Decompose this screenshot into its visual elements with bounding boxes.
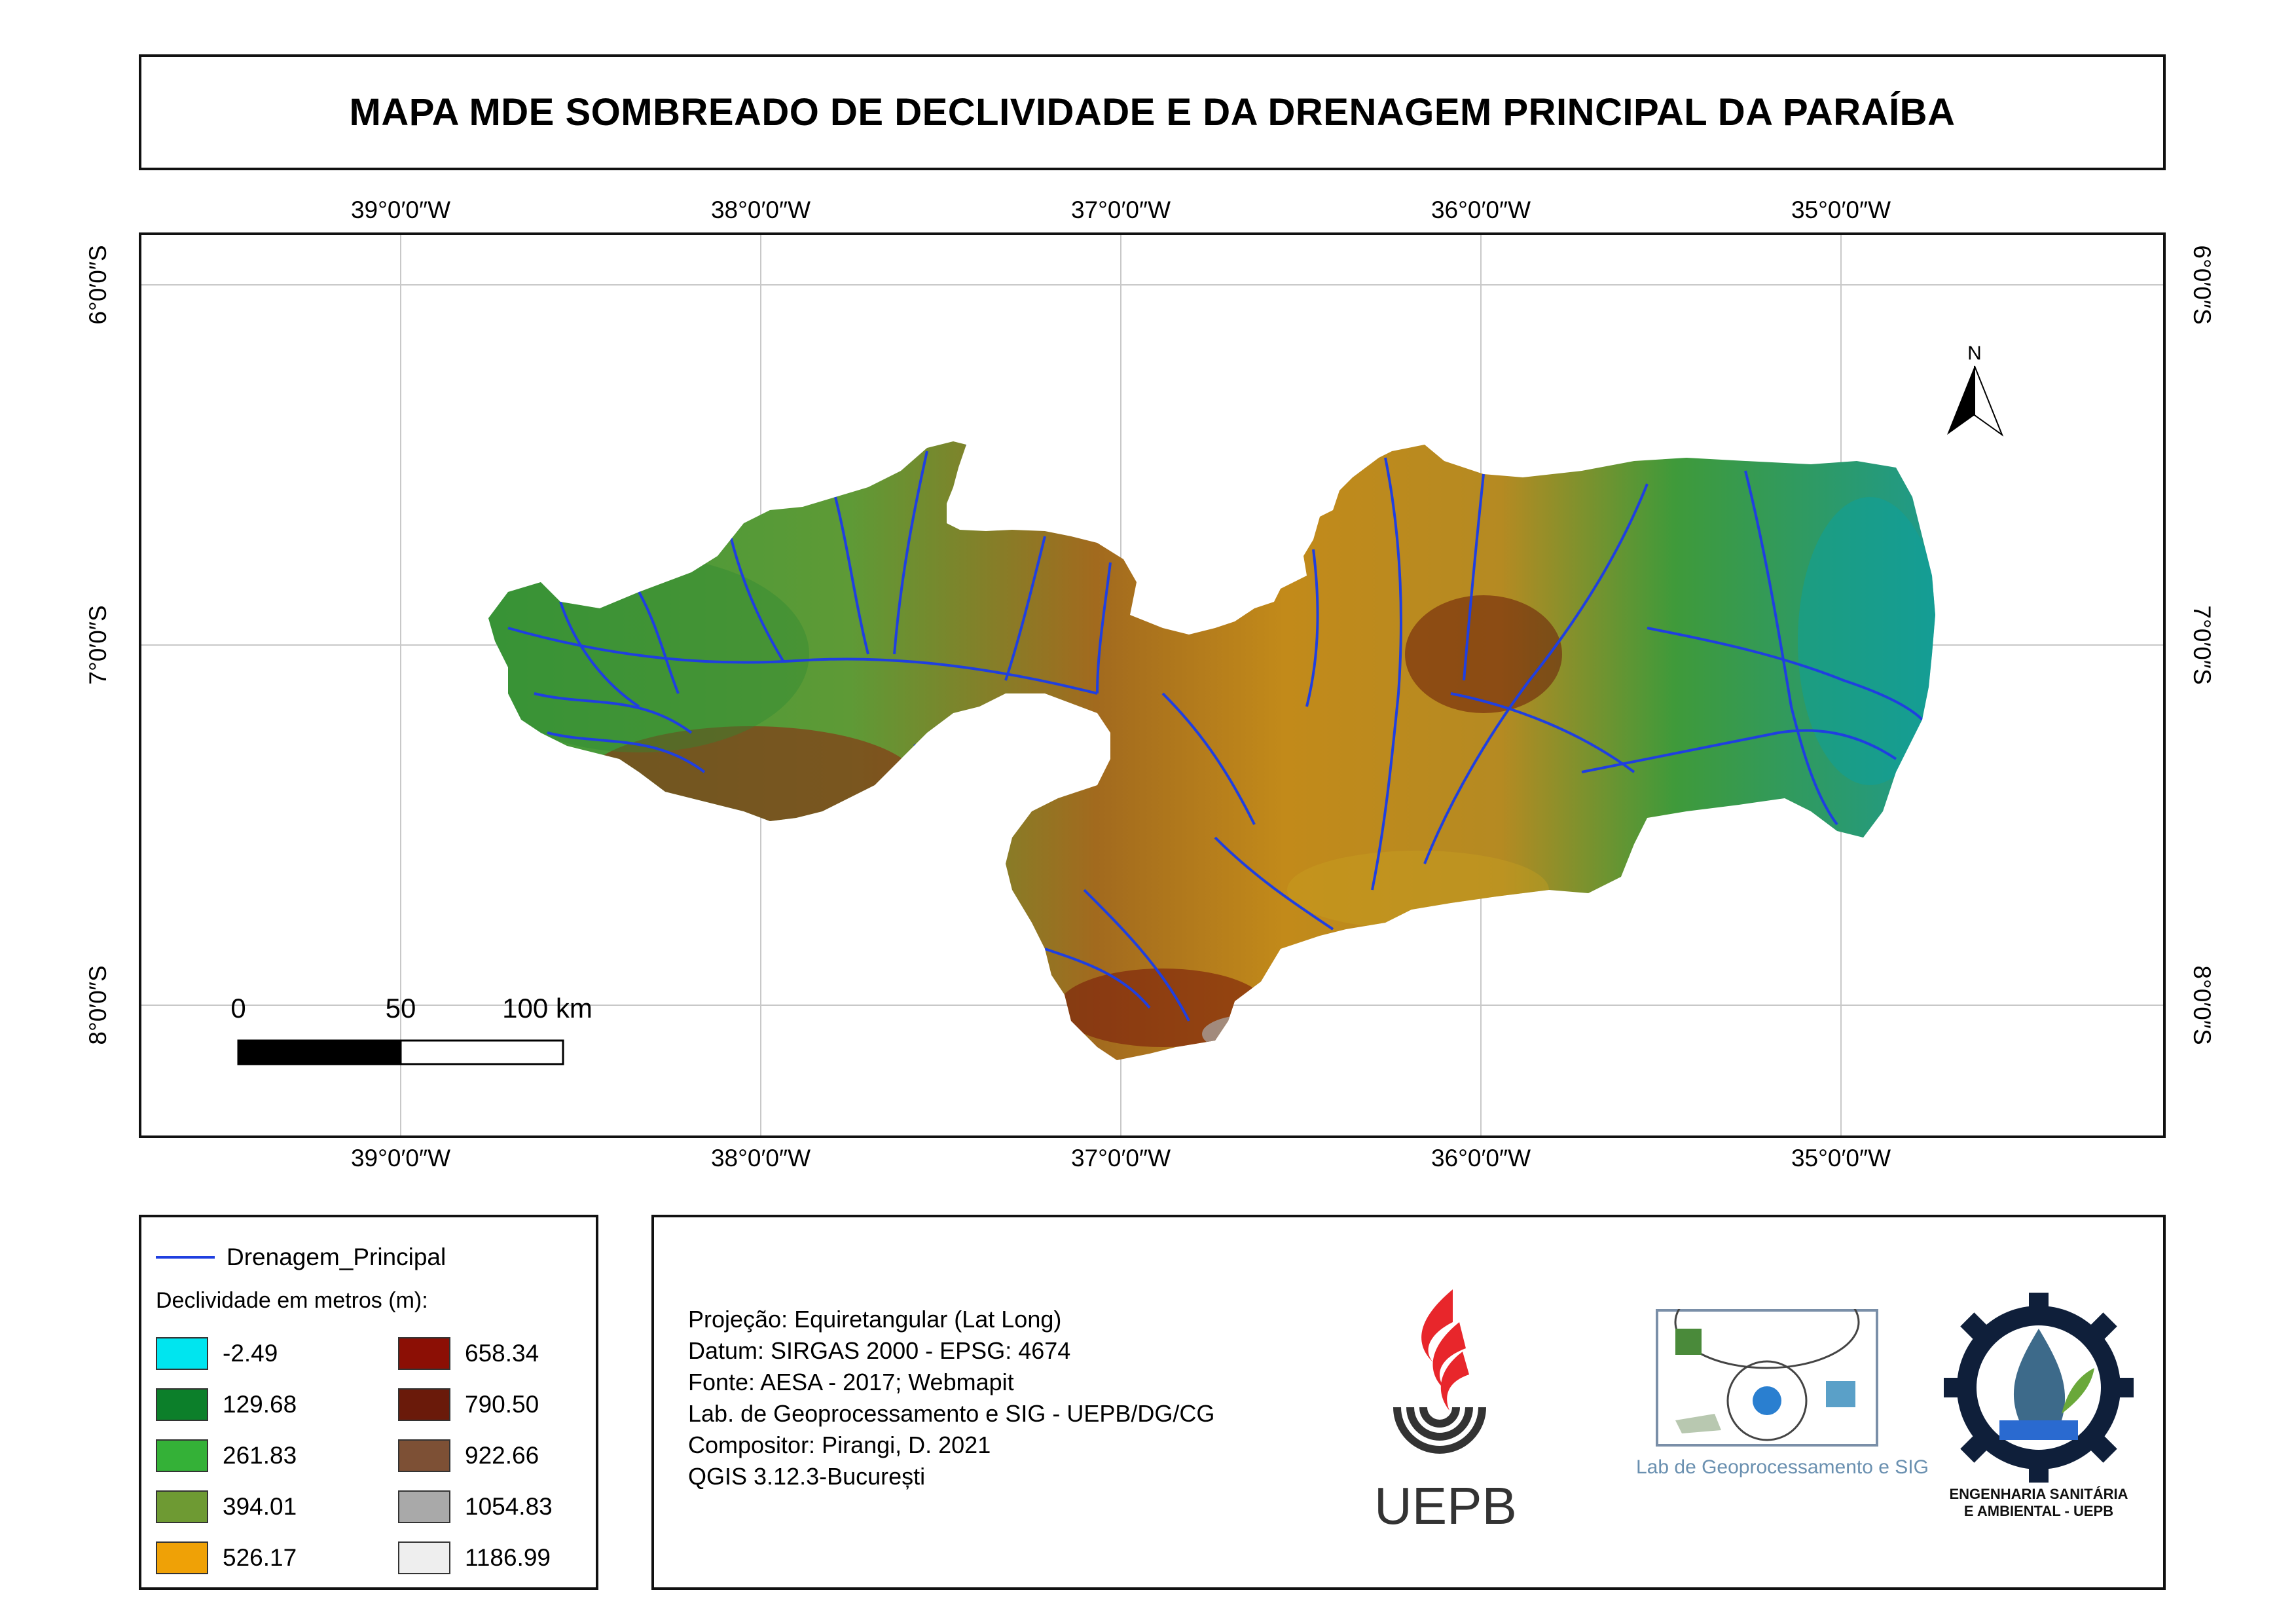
lon-label-top-4: 36°0′0″W [1430, 196, 1531, 223]
map-title: MAPA MDE SOMBREADO DE DECLIVIDADE E DA D… [349, 91, 1956, 134]
lat-label-left-2: 7°0′0″S [84, 605, 111, 685]
uepb-logo: UEPB [1374, 1283, 1517, 1535]
scale-label-0: 0 [230, 993, 246, 1024]
legend-swatch-9 [398, 1490, 450, 1523]
scale-bar: 0 50 100 km [230, 993, 592, 1065]
legend-title: Declividade em metros (m): [156, 1288, 428, 1313]
lon-label-bottom-1: 39°0′0″W [350, 1145, 451, 1172]
legend-swatch-8 [398, 1439, 450, 1472]
lon-label-bottom-3: 37°0′0″W [1070, 1145, 1171, 1172]
legend-swatch-7 [398, 1388, 450, 1421]
lab-logo: Lab de Geoprocessamento e SIG [1636, 1309, 1929, 1505]
source-text: Fonte: AESA - 2017; Webmapit [688, 1369, 1014, 1395]
drainage-network [507, 443, 1923, 1022]
projection-text: Projeção: Equiretangular (Lat Long) [688, 1306, 1062, 1333]
legend-value-3: 261.83 [223, 1442, 297, 1469]
legend-value-9: 1054.83 [465, 1493, 553, 1520]
legend-class-9: 1054.83 [398, 1490, 553, 1523]
legend-value-6: 658.34 [465, 1340, 539, 1367]
lon-label-top-3: 37°0′0″W [1070, 196, 1171, 223]
engineering-logo-text: ENGENHARIA SANITÁRIA E AMBIENTAL - UEPB [1931, 1486, 2147, 1520]
lon-label-top-2: 38°0′0″W [710, 196, 811, 223]
legend-class-1: -2.49 [156, 1337, 278, 1370]
legend-swatch-10 [398, 1541, 450, 1574]
lat-label-right-1: 6°0′0″S [2189, 245, 2215, 325]
title-box: MAPA MDE SOMBREADO DE DECLIVIDADE E DA D… [139, 54, 2166, 170]
legend-class-5: 526.17 [156, 1541, 297, 1574]
lon-label-bottom-4: 36°0′0″W [1430, 1145, 1531, 1172]
map-metadata: Projeção: Equiretangular (Lat Long) Datu… [688, 1304, 1214, 1492]
legend-value-4: 394.01 [223, 1493, 297, 1520]
legend-swatch-4 [156, 1490, 208, 1523]
legend-drainage-label: Drenagem_Principal [227, 1244, 446, 1270]
engineering-logo-line1: ENGENHARIA SANITÁRIA [1949, 1486, 2128, 1502]
legend-class-4: 394.01 [156, 1490, 297, 1523]
uepb-logo-text: UEPB [1374, 1477, 1517, 1535]
lat-label-right-3: 8°0′0″S [2189, 965, 2215, 1045]
legend-class-7: 790.50 [398, 1388, 539, 1421]
legend-value-1: -2.49 [223, 1340, 278, 1367]
legend-class-2: 129.68 [156, 1388, 297, 1421]
map-canvas[interactable]: N 0 50 100 km [141, 235, 2163, 1135]
legend-box: Drenagem_Principal Declividade em metros… [139, 1215, 598, 1590]
uepb-flame-icon [1393, 1289, 1486, 1454]
lon-label-top-5: 35°0′0″W [1791, 196, 1891, 223]
map-frame[interactable]: N 0 50 100 km [139, 232, 2166, 1138]
gear-drop-icon [1944, 1293, 2134, 1483]
info-box: Projeção: Equiretangular (Lat Long) Datu… [651, 1215, 2166, 1590]
lon-label-bottom-2: 38°0′0″W [710, 1145, 811, 1172]
drainage-line-swatch [156, 1256, 215, 1259]
lat-label-left-3: 8°0′0″S [84, 965, 111, 1045]
legend-swatch-5 [156, 1541, 208, 1574]
legend-class-8: 922.66 [398, 1439, 539, 1472]
engineering-logo-line2: E AMBIENTAL - UEPB [1963, 1503, 2114, 1519]
lon-label-top-1: 39°0′0″W [350, 196, 451, 223]
legend-value-8: 922.66 [465, 1442, 539, 1469]
legend-class-6: 658.34 [398, 1337, 539, 1370]
north-arrow-label: N [1967, 342, 1982, 364]
software-text: QGIS 3.12.3-București [688, 1463, 926, 1490]
scale-label-100: 100 km [502, 993, 592, 1024]
lab-logo-text: Lab de Geoprocessamento e SIG [1636, 1456, 1929, 1478]
legend-value-5: 526.17 [223, 1544, 297, 1571]
legend-value-10: 1186.99 [465, 1544, 551, 1571]
paraiba-dem-relief [488, 441, 1935, 1060]
legend-swatch-6 [398, 1337, 450, 1370]
legend-value-2: 129.68 [223, 1391, 297, 1418]
lon-label-bottom-5: 35°0′0″W [1791, 1145, 1891, 1172]
north-arrow: N [1947, 342, 2004, 437]
lab-text: Lab. de Geoprocessamento e SIG - UEPB/DG… [688, 1400, 1215, 1427]
composer-text: Compositor: Pirangi, D. 2021 [688, 1431, 991, 1458]
lab-globe-icon [1656, 1309, 1878, 1447]
engineering-logo: ENGENHARIA SANITÁRIA E AMBIENTAL - UEPB [1931, 1289, 2147, 1564]
lat-label-right-2: 7°0′0″S [2189, 605, 2215, 685]
legend-class-3: 261.83 [156, 1439, 297, 1472]
scale-label-50: 50 [386, 993, 416, 1024]
lat-label-left-1: 6°0′0″S [84, 245, 111, 325]
legend-class-10: 1186.99 [398, 1541, 551, 1574]
legend-swatch-3 [156, 1439, 208, 1472]
legend-swatch-1 [156, 1337, 208, 1370]
datum-text: Datum: SIRGAS 2000 - EPSG: 4674 [688, 1337, 1071, 1364]
legend-value-7: 790.50 [465, 1391, 539, 1418]
legend-swatch-2 [156, 1388, 208, 1421]
legend-drainage-row: Drenagem_Principal [156, 1244, 446, 1271]
